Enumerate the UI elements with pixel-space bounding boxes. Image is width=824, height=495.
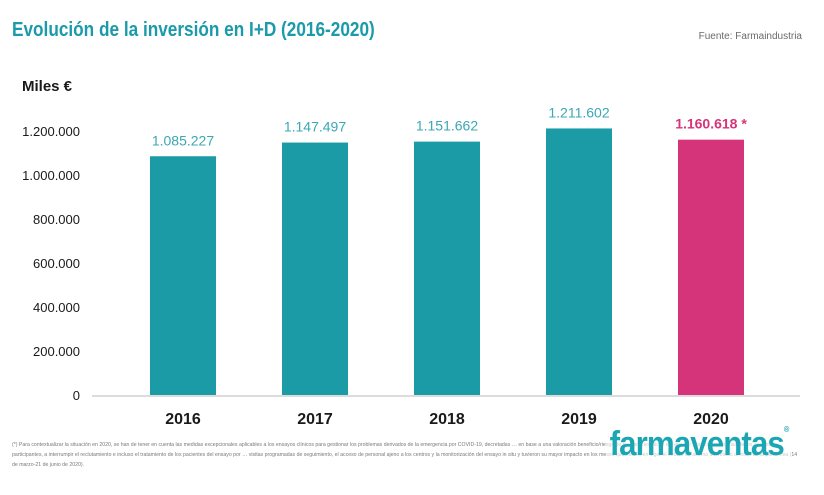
y-tick-label: 200.000 — [33, 344, 80, 359]
y-tick-label: 400.000 — [33, 300, 80, 315]
bar-2017 — [282, 142, 348, 395]
value-label-2017: 1.147.497 — [284, 119, 346, 135]
value-label-2018: 1.151.662 — [416, 118, 478, 134]
y-tick-label: 600.000 — [33, 256, 80, 271]
source-note: Fuente: Farmaindustria — [698, 31, 802, 42]
y-tick-label: 1.000.000 — [22, 168, 80, 183]
x-tick-label-2016: 2016 — [165, 411, 201, 428]
x-tick-label-2018: 2018 — [429, 411, 465, 428]
value-label-2016: 1.085.227 — [152, 132, 214, 148]
footnote: (*) Para contextualizar la situación en … — [12, 442, 798, 468]
y-tick-label: 1.200.000 — [22, 124, 80, 139]
x-tick-label-2019: 2019 — [561, 411, 597, 428]
x-tick-label-2020: 2020 — [693, 411, 729, 428]
y-tick-label: 800.000 — [33, 212, 80, 227]
bar-2016 — [150, 156, 216, 395]
y-tick-label: 0 — [73, 388, 80, 403]
value-label-2020: 1.160.618 * — [675, 116, 747, 132]
chart-title: Evolución de la inversión en I+D (2016-2… — [12, 19, 375, 41]
value-label-2019: 1.211.602 — [548, 104, 609, 120]
brand-name: farmaventas — [609, 425, 785, 463]
brand-registered-mark: ® — [783, 425, 789, 434]
brand-watermark: farmaventas® — [606, 425, 793, 464]
bar-2020 — [678, 139, 744, 395]
x-tick-label-2017: 2017 — [297, 411, 333, 428]
bar-2018 — [414, 141, 480, 395]
y-axis-unit-label: Miles € — [22, 78, 73, 95]
bar-2019 — [546, 128, 612, 395]
